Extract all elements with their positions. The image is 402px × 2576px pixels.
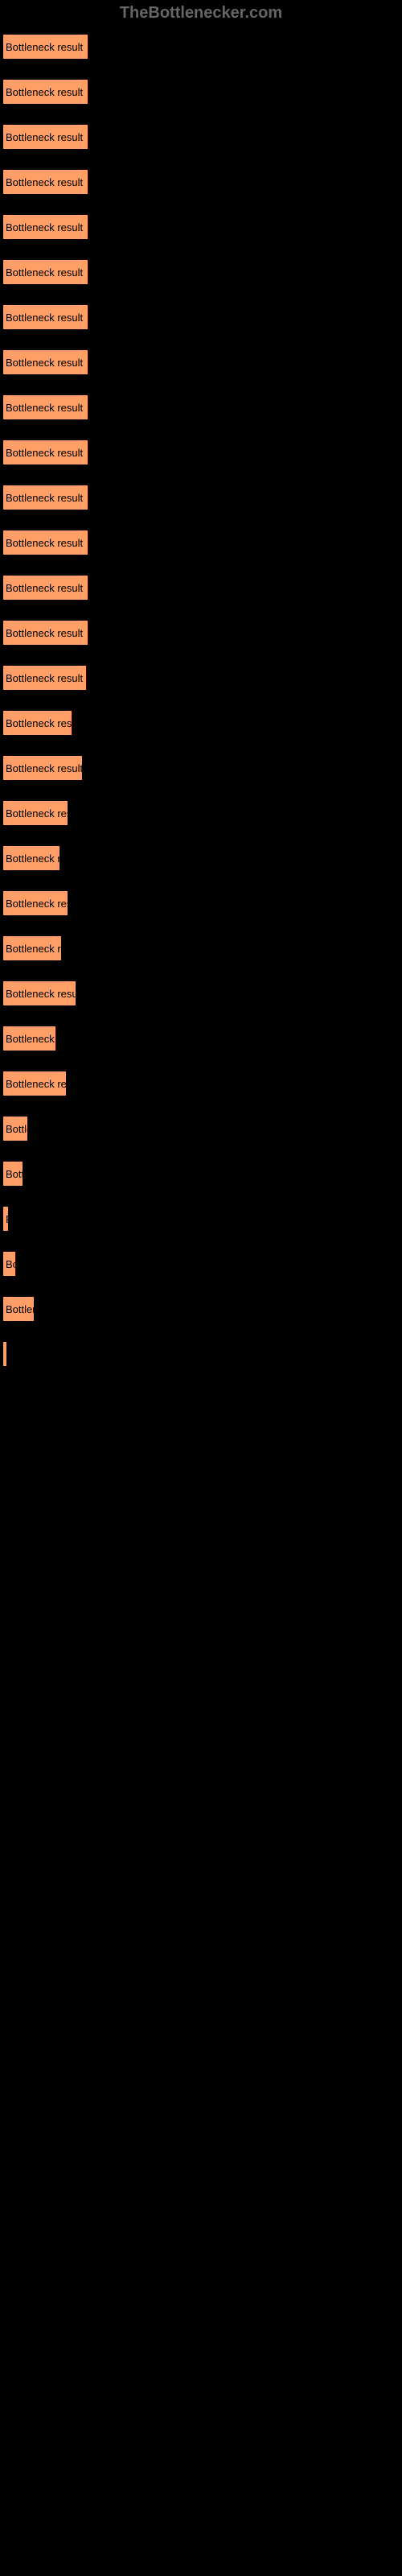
- bar: Bottleneck result: [3, 395, 88, 419]
- bar: Bottleneck result: [3, 981, 76, 1005]
- bar-label: Bottleneck result: [6, 492, 83, 504]
- bar-row: Bottleneck result: [3, 80, 402, 104]
- bar-row: Bottleneck result: [3, 1207, 402, 1231]
- bar-row: Bottleneck result: [3, 395, 402, 419]
- bar-row: Bottleneck result: [3, 530, 402, 555]
- bar-label: Bottleneck result: [6, 852, 59, 865]
- bar-label: Bottleneck result: [6, 1168, 23, 1180]
- bar-row: Bottleneck result: [3, 756, 402, 780]
- bar-label: Bottleneck result: [6, 898, 68, 910]
- bar-row: Bottleneck result: [3, 576, 402, 600]
- bar-label: Bottleneck result: [6, 402, 83, 414]
- bar-label: Bottleneck result: [6, 266, 83, 279]
- bar-row: Bottleneck result: [3, 1071, 402, 1096]
- bar: Bottleneck result: [3, 576, 88, 600]
- bar: Bottleneck result: [3, 1252, 15, 1276]
- bar-row: Bottleneck result: [3, 170, 402, 194]
- bar-label: Bottleneck result: [6, 86, 83, 98]
- bar: Bottleneck result: [3, 125, 88, 149]
- bar: Bottleneck result: [3, 936, 61, 960]
- bar-row: Bottleneck result: [3, 485, 402, 510]
- bar: Bottleneck result: [3, 350, 88, 374]
- bar-label: Bottleneck result: [6, 988, 76, 1000]
- bar-label: Bottleneck result: [6, 1123, 27, 1135]
- bar-row: Bottleneck result: [3, 936, 402, 960]
- bar-label: Bottleneck result: [6, 537, 83, 549]
- bar-label: Bottleneck result: [6, 357, 83, 369]
- bar: Bottleneck result: [3, 666, 86, 690]
- bar-row: Bottleneck result: [3, 621, 402, 645]
- bar-label: Bottleneck result: [6, 221, 83, 233]
- bar: Bottleneck result: [3, 1342, 6, 1366]
- bar-label: Bottleneck result: [6, 131, 83, 143]
- bar-row: Bottleneck result: [3, 846, 402, 870]
- bar: Bottleneck result: [3, 846, 59, 870]
- bar-label: Bottleneck result: [6, 447, 83, 459]
- bar-label: Bottleneck result: [6, 312, 83, 324]
- bar-label: Bottleneck result: [6, 762, 82, 774]
- bar: Bottleneck result: [3, 1162, 23, 1186]
- bar-row: Bottleneck result: [3, 440, 402, 464]
- bar: Bottleneck result: [3, 80, 88, 104]
- bar-label: Bottleneck result: [6, 1033, 55, 1045]
- bar-row: Bottleneck result: [3, 305, 402, 329]
- bar-row: Bottleneck result: [3, 1252, 402, 1276]
- bar-label: Bottleneck result: [6, 1213, 8, 1225]
- bar-label: Bottleneck result: [6, 717, 72, 729]
- bar-row: Bottleneck result: [3, 981, 402, 1005]
- bar-row: Bottleneck result: [3, 215, 402, 239]
- bar-label: Bottleneck result: [6, 943, 61, 955]
- bar: Bottleneck result: [3, 215, 88, 239]
- header-title: TheBottlenecker.com: [0, 4, 402, 23]
- bar-label: Bottleneck result: [6, 176, 83, 188]
- bar-row: Bottleneck result: [3, 35, 402, 59]
- bar-row: Bottleneck result: [3, 1117, 402, 1141]
- bar-row: Bottleneck result: [3, 891, 402, 915]
- bar-label: Bottleneck result: [6, 672, 83, 684]
- bar: Bottleneck result: [3, 891, 68, 915]
- bar: Bottleneck result: [3, 260, 88, 284]
- bar-label: Bottleneck result: [6, 1078, 66, 1090]
- bar: Bottleneck result: [3, 711, 72, 735]
- bar-row: Bottleneck result: [3, 125, 402, 149]
- bar-row: Bottleneck result: [3, 260, 402, 284]
- bar-row: Bottleneck result: [3, 801, 402, 825]
- bar-row: Bottleneck result: [3, 1297, 402, 1321]
- bar: Bottleneck result: [3, 1026, 55, 1051]
- bar-label: Bottleneck result: [6, 41, 83, 53]
- bar-row: Bottleneck result: [3, 666, 402, 690]
- bar-label: Bottleneck result: [6, 582, 83, 594]
- bar: Bottleneck result: [3, 801, 68, 825]
- bar: Bottleneck result: [3, 440, 88, 464]
- bar: Bottleneck result: [3, 305, 88, 329]
- bar: Bottleneck result: [3, 756, 82, 780]
- bar: Bottleneck result: [3, 170, 88, 194]
- bar: Bottleneck result: [3, 35, 88, 59]
- bar-row: Bottleneck result: [3, 1342, 402, 1366]
- bar: Bottleneck result: [3, 530, 88, 555]
- bar-label: Bottleneck result: [6, 1258, 15, 1270]
- bar-row: Bottleneck result: [3, 711, 402, 735]
- bar-chart: Bottleneck result Bottleneck result Bottle…: [0, 35, 402, 1366]
- bar-row: Bottleneck result: [3, 1162, 402, 1186]
- bar: Bottleneck result: [3, 485, 88, 510]
- bar: Bottleneck result: [3, 1207, 8, 1231]
- bar-row: Bottleneck result: [3, 1026, 402, 1051]
- bar: Bottleneck result: [3, 1071, 66, 1096]
- bar-row: Bottleneck result: [3, 350, 402, 374]
- bar: Bottleneck result: [3, 1297, 34, 1321]
- bar-label: Bottleneck result: [6, 807, 68, 819]
- bar: Bottleneck result: [3, 1117, 27, 1141]
- bar: Bottleneck result: [3, 621, 88, 645]
- bar-label: Bottleneck result: [6, 627, 83, 639]
- bar-label: Bottleneck result: [6, 1303, 34, 1315]
